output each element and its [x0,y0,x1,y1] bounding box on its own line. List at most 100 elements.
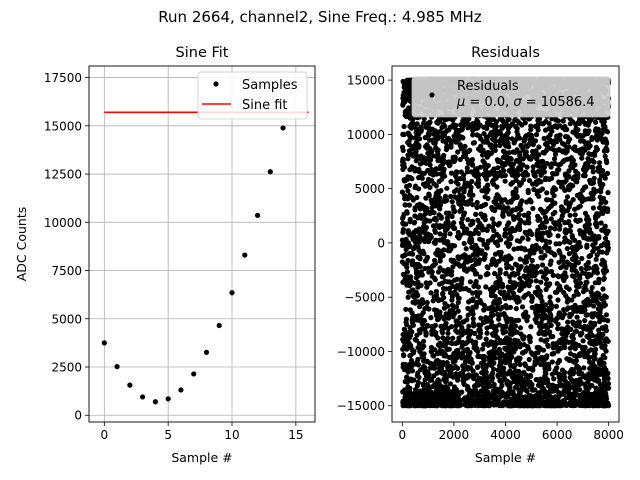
residual-point [555,326,561,332]
residual-point [552,171,558,177]
residual-point [521,212,527,218]
residual-point [430,172,436,178]
residual-point [414,332,420,338]
residual-point [587,365,593,372]
residual-point [593,389,599,396]
residual-point [522,361,528,367]
residual-point [400,156,406,162]
residual-point [517,275,523,281]
residual-point [588,117,594,123]
residual-point [526,267,532,273]
residual-point [595,211,601,217]
residual-point [543,322,549,328]
residual-point [472,271,478,277]
x-tick-label: 0 [101,428,109,442]
residual-point [498,256,505,262]
residual-point [434,357,440,363]
residual-point [491,366,497,372]
residual-point [545,391,552,397]
residual-point [467,147,473,153]
residual-point [511,399,517,405]
residual-point [450,154,456,160]
residual-point [400,271,406,277]
x-tick-label: 10 [224,428,239,442]
residual-point [553,303,560,309]
residual-point [545,361,552,367]
residual-point [432,128,438,134]
residual-point [519,350,526,356]
residual-point [535,160,541,166]
residual-point [426,306,432,312]
residual-point [516,211,522,218]
residual-point [405,367,411,373]
residual-point [561,374,568,380]
residual-point [500,213,506,219]
residual-point [428,344,435,351]
residual-point [502,296,508,302]
residual-point [511,172,517,178]
residual-point [596,378,602,384]
figure-title: Run 2664, channel2, Sine Freq.: 4.985 MH… [158,8,482,26]
residual-point [539,385,545,391]
residual-point [580,338,586,344]
residual-point [429,205,435,211]
residual-point [601,120,607,127]
residual-point [536,313,542,319]
residual-point [418,367,424,373]
residual-point [602,153,608,159]
sample-point [178,387,184,393]
residual-point [466,323,472,329]
residual-point [552,209,558,215]
residual-point [524,318,530,324]
residual-point [408,358,415,364]
residual-point [597,179,603,185]
residual-point [405,230,411,236]
residual-point [415,244,421,250]
residual-point [523,149,529,155]
residual-point [409,146,415,152]
residual-point [422,306,428,312]
residual-point [564,306,570,312]
residual-point [578,266,584,272]
residual-point [442,301,448,307]
residual-point [435,386,441,392]
residual-point [409,347,416,353]
residual-point [583,312,589,318]
residual-point [580,167,587,173]
residual-point [475,348,481,355]
residual-point [464,156,470,162]
residual-point [521,342,527,348]
residual-point [413,134,419,141]
residual-point [551,185,557,191]
legend-label-sine-fit: Sine fit [242,98,288,113]
residual-point [530,205,536,212]
residual-point [546,245,552,251]
residual-point [416,186,422,192]
residual-point [555,297,561,303]
residual-point [438,188,444,194]
residual-point [466,388,472,394]
residual-point [419,170,425,176]
residual-point [602,228,608,234]
x-tick-label: 15 [288,428,303,442]
residual-point [552,226,558,232]
residual-point [530,164,536,170]
residual-point [517,398,523,404]
residual-point [566,261,572,267]
residual-point [452,194,458,200]
residual-point [539,237,545,243]
residual-point [597,306,604,312]
residual-point [590,180,597,186]
residual-point [462,143,468,149]
residual-point [541,169,548,175]
residual-point [433,133,439,139]
residual-point [442,315,448,321]
residual-point [454,169,460,175]
residual-point [417,161,424,167]
residual-point [499,173,505,179]
residual-point [401,123,407,130]
residual-point [491,398,497,404]
residual-point [459,277,465,283]
residual-point [593,144,599,150]
residual-point [559,254,565,260]
